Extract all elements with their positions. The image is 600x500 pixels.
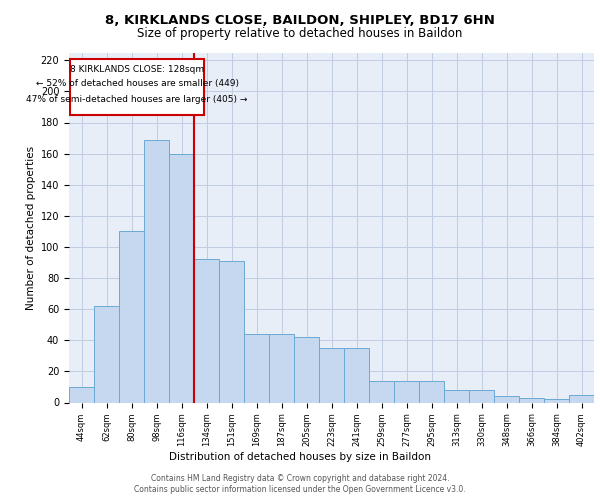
Bar xyxy=(169,154,194,402)
Bar xyxy=(144,140,169,402)
Bar xyxy=(544,400,569,402)
Bar xyxy=(494,396,519,402)
Bar xyxy=(219,261,244,402)
Text: Contains public sector information licensed under the Open Government Licence v3: Contains public sector information licen… xyxy=(134,485,466,494)
Bar xyxy=(444,390,469,402)
Text: Contains HM Land Registry data © Crown copyright and database right 2024.: Contains HM Land Registry data © Crown c… xyxy=(151,474,449,483)
Text: Distribution of detached houses by size in Baildon: Distribution of detached houses by size … xyxy=(169,452,431,462)
Bar xyxy=(119,232,144,402)
FancyBboxPatch shape xyxy=(70,58,204,114)
Bar xyxy=(194,260,219,402)
Bar xyxy=(69,387,94,402)
Bar xyxy=(519,398,544,402)
Text: 8, KIRKLANDS CLOSE, BAILDON, SHIPLEY, BD17 6HN: 8, KIRKLANDS CLOSE, BAILDON, SHIPLEY, BD… xyxy=(105,14,495,27)
Bar xyxy=(269,334,294,402)
Bar xyxy=(244,334,269,402)
Bar xyxy=(94,306,119,402)
Text: Size of property relative to detached houses in Baildon: Size of property relative to detached ho… xyxy=(137,28,463,40)
Bar xyxy=(319,348,344,403)
Text: 8 KIRKLANDS CLOSE: 128sqm: 8 KIRKLANDS CLOSE: 128sqm xyxy=(70,65,204,74)
Bar xyxy=(394,380,419,402)
Bar xyxy=(569,394,594,402)
Text: 47% of semi-detached houses are larger (405) →: 47% of semi-detached houses are larger (… xyxy=(26,94,248,104)
Bar xyxy=(419,380,444,402)
Text: ← 52% of detached houses are smaller (449): ← 52% of detached houses are smaller (44… xyxy=(35,79,239,88)
Y-axis label: Number of detached properties: Number of detached properties xyxy=(26,146,37,310)
Bar xyxy=(469,390,494,402)
Bar xyxy=(344,348,369,403)
Bar xyxy=(294,337,319,402)
Bar xyxy=(369,380,394,402)
